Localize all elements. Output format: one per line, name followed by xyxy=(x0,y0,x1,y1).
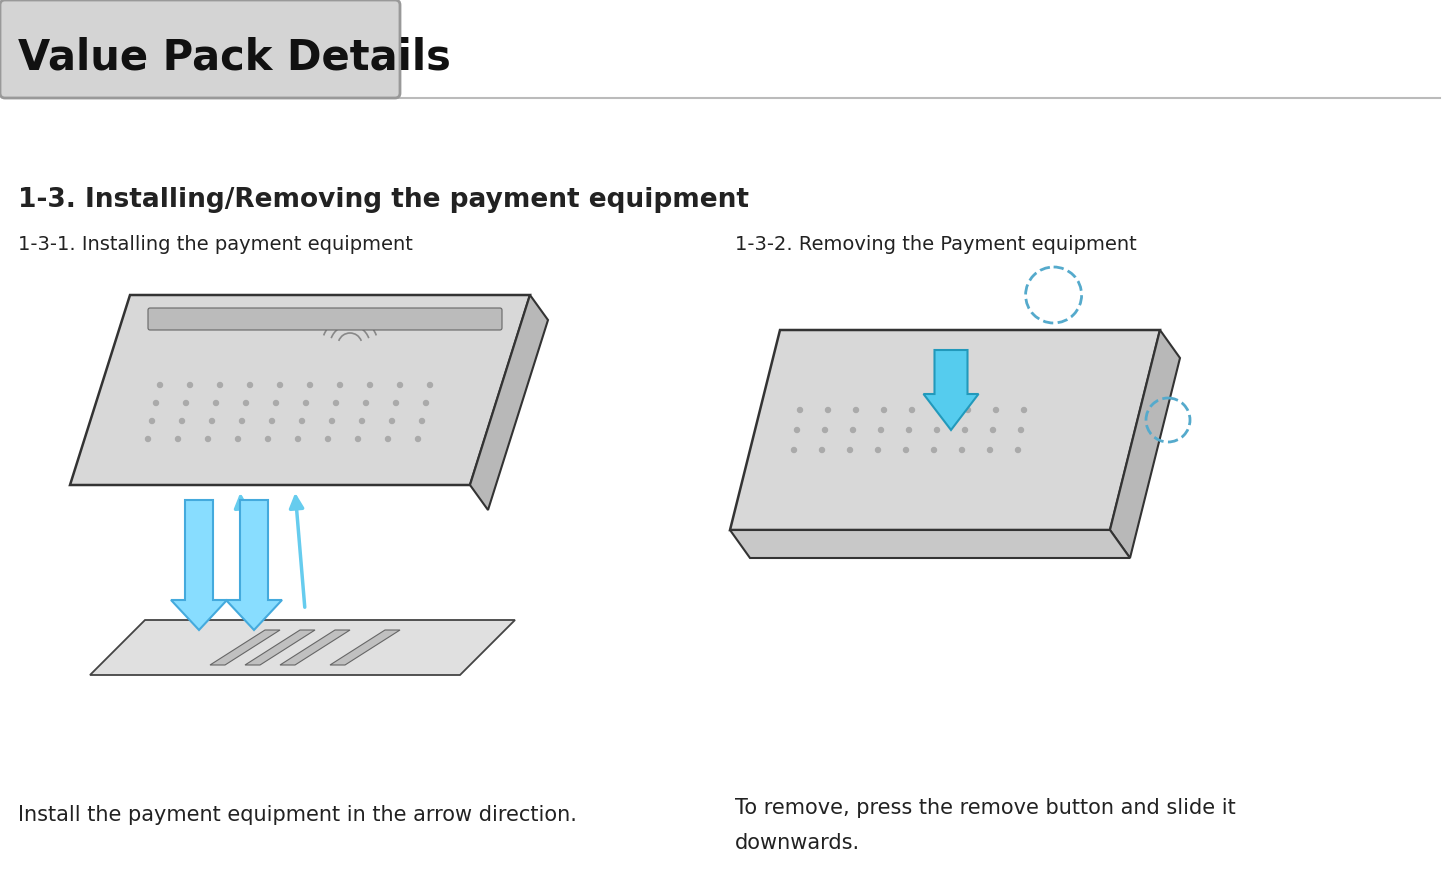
Circle shape xyxy=(270,418,275,424)
Circle shape xyxy=(881,408,886,412)
Circle shape xyxy=(308,382,312,388)
Circle shape xyxy=(179,418,185,424)
Polygon shape xyxy=(90,620,514,675)
Circle shape xyxy=(795,428,799,432)
Text: 1-3. Installing/Removing the payment equipment: 1-3. Installing/Removing the payment equ… xyxy=(17,187,749,213)
Circle shape xyxy=(935,428,939,432)
Circle shape xyxy=(325,437,331,442)
Circle shape xyxy=(236,437,240,442)
Circle shape xyxy=(355,437,360,442)
Circle shape xyxy=(848,447,853,452)
Circle shape xyxy=(149,418,155,424)
Circle shape xyxy=(906,428,912,432)
Text: downwards.: downwards. xyxy=(736,833,860,853)
Circle shape xyxy=(218,382,223,388)
Circle shape xyxy=(334,401,338,405)
Polygon shape xyxy=(730,530,1130,558)
Circle shape xyxy=(959,447,964,452)
Circle shape xyxy=(909,408,915,412)
Circle shape xyxy=(303,401,308,405)
Polygon shape xyxy=(470,295,548,510)
FancyBboxPatch shape xyxy=(147,308,501,330)
Circle shape xyxy=(397,382,403,388)
Circle shape xyxy=(1019,428,1023,432)
Circle shape xyxy=(932,447,936,452)
Circle shape xyxy=(822,428,828,432)
Circle shape xyxy=(153,401,159,405)
Circle shape xyxy=(210,418,214,424)
Circle shape xyxy=(184,401,188,405)
Circle shape xyxy=(158,382,162,388)
Circle shape xyxy=(360,418,364,424)
Circle shape xyxy=(240,418,244,424)
Circle shape xyxy=(1016,447,1020,452)
FancyBboxPatch shape xyxy=(0,0,400,98)
Text: 1-3-1. Installing the payment equipment: 1-3-1. Installing the payment equipment xyxy=(17,235,413,255)
Text: Value Pack Details: Value Pack Details xyxy=(17,37,451,79)
Polygon shape xyxy=(246,630,315,665)
Circle shape xyxy=(987,447,993,452)
Circle shape xyxy=(295,437,301,442)
Text: Install the payment equipment in the arrow direction.: Install the payment equipment in the arr… xyxy=(17,805,577,825)
Circle shape xyxy=(879,428,883,432)
Text: 1-3-2. Removing the Payment equipment: 1-3-2. Removing the Payment equipment xyxy=(736,235,1137,255)
Circle shape xyxy=(175,437,181,442)
Circle shape xyxy=(792,447,796,452)
Circle shape xyxy=(273,401,279,405)
Circle shape xyxy=(277,382,283,388)
Circle shape xyxy=(146,437,150,442)
Circle shape xyxy=(854,408,858,412)
Circle shape xyxy=(423,401,429,405)
Polygon shape xyxy=(329,630,400,665)
Polygon shape xyxy=(69,295,530,485)
Text: To remove, press the remove button and slide it: To remove, press the remove button and s… xyxy=(736,798,1235,818)
Circle shape xyxy=(364,401,368,405)
Circle shape xyxy=(299,418,305,424)
Circle shape xyxy=(214,401,218,405)
Circle shape xyxy=(903,447,909,452)
Polygon shape xyxy=(1110,330,1181,558)
Circle shape xyxy=(798,408,802,412)
Circle shape xyxy=(266,437,270,442)
Circle shape xyxy=(965,408,971,412)
Circle shape xyxy=(428,382,432,388)
Circle shape xyxy=(367,382,373,388)
Circle shape xyxy=(390,418,394,424)
Circle shape xyxy=(938,408,942,412)
Circle shape xyxy=(244,401,249,405)
Polygon shape xyxy=(171,500,227,630)
Circle shape xyxy=(247,382,253,388)
Circle shape xyxy=(393,401,399,405)
Circle shape xyxy=(994,408,998,412)
Circle shape xyxy=(962,428,968,432)
Circle shape xyxy=(1022,408,1026,412)
Circle shape xyxy=(990,428,996,432)
Polygon shape xyxy=(210,630,280,665)
Circle shape xyxy=(386,437,390,442)
Circle shape xyxy=(819,447,825,452)
Circle shape xyxy=(419,418,425,424)
Circle shape xyxy=(876,447,880,452)
Polygon shape xyxy=(730,330,1160,530)
Circle shape xyxy=(851,428,855,432)
Circle shape xyxy=(329,418,334,424)
Circle shape xyxy=(205,437,211,442)
Circle shape xyxy=(188,382,192,388)
Circle shape xyxy=(338,382,342,388)
Polygon shape xyxy=(280,630,350,665)
Circle shape xyxy=(416,437,420,442)
Polygon shape xyxy=(225,500,282,630)
Polygon shape xyxy=(923,350,978,430)
Circle shape xyxy=(825,408,831,412)
